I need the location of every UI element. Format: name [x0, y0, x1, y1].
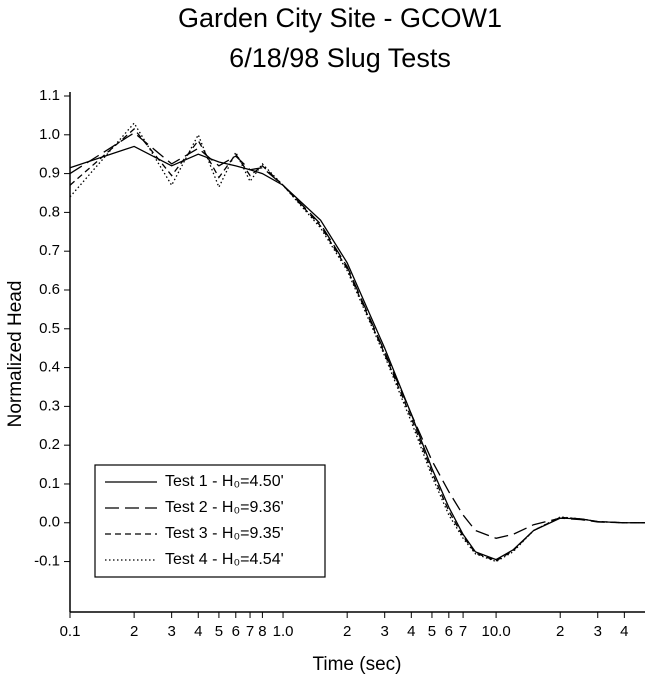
- y-tick-label: 1.0: [39, 126, 60, 143]
- x-tick-label: 5: [215, 623, 223, 640]
- y-tick-label: -0.1: [34, 553, 60, 570]
- y-tick-label: 0.6: [39, 281, 60, 298]
- chart-title: Garden City Site - GCOW1: [178, 3, 502, 33]
- x-tick-label: 5: [428, 623, 436, 640]
- y-tick-label: 0.1: [39, 475, 60, 492]
- y-tick-label: 0.2: [39, 436, 60, 453]
- x-tick-label: 2: [130, 623, 138, 640]
- y-axis-label: Normalized Head: [5, 281, 26, 428]
- legend-label: Test 2 - H₀=9.36': [165, 499, 284, 516]
- y-tick-label: 0.7: [39, 242, 60, 259]
- x-tick-label: 7: [459, 623, 467, 640]
- x-tick-label: 2: [556, 623, 564, 640]
- x-tick-label: 4: [620, 623, 628, 640]
- x-tick-label: 0.1: [60, 623, 81, 640]
- y-tick-label: 0.3: [39, 397, 60, 414]
- x-tick-label: 10.0: [481, 623, 510, 640]
- legend-label: Test 3 - H₀=9.35': [165, 525, 284, 542]
- x-tick-label: 8: [258, 623, 266, 640]
- chart-subtitle: 6/18/98 Slug Tests: [229, 43, 451, 73]
- x-tick-label: 6: [445, 623, 453, 640]
- y-tick-label: 0.9: [39, 165, 60, 182]
- x-tick-label: 3: [381, 623, 389, 640]
- series-line: [69, 132, 645, 539]
- legend-box: [94, 464, 326, 578]
- series-line: [69, 122, 645, 563]
- x-tick-label: 2: [343, 623, 351, 640]
- x-tick-label: 7: [246, 623, 254, 640]
- x-axis-label: Time (sec): [312, 654, 401, 675]
- x-tick-label: 4: [407, 623, 415, 640]
- legend-label: Test 4 - H₀=4.54': [165, 551, 284, 568]
- legend-label: Test 1 - H₀=4.50': [165, 473, 284, 490]
- y-tick-label: 0.4: [39, 359, 60, 376]
- x-tick-label: 4: [194, 623, 202, 640]
- y-tick-label: 0.5: [39, 320, 60, 337]
- x-tick-label: 3: [167, 623, 175, 640]
- x-tick-label: 1.0: [273, 623, 294, 640]
- y-tick-label: 0.8: [39, 203, 60, 220]
- y-tick-label: 0.0: [39, 514, 60, 531]
- x-tick-label: 6: [232, 623, 240, 640]
- y-tick-label: 1.1: [39, 87, 60, 104]
- x-tick-label: 3: [594, 623, 602, 640]
- series-line: [69, 128, 645, 562]
